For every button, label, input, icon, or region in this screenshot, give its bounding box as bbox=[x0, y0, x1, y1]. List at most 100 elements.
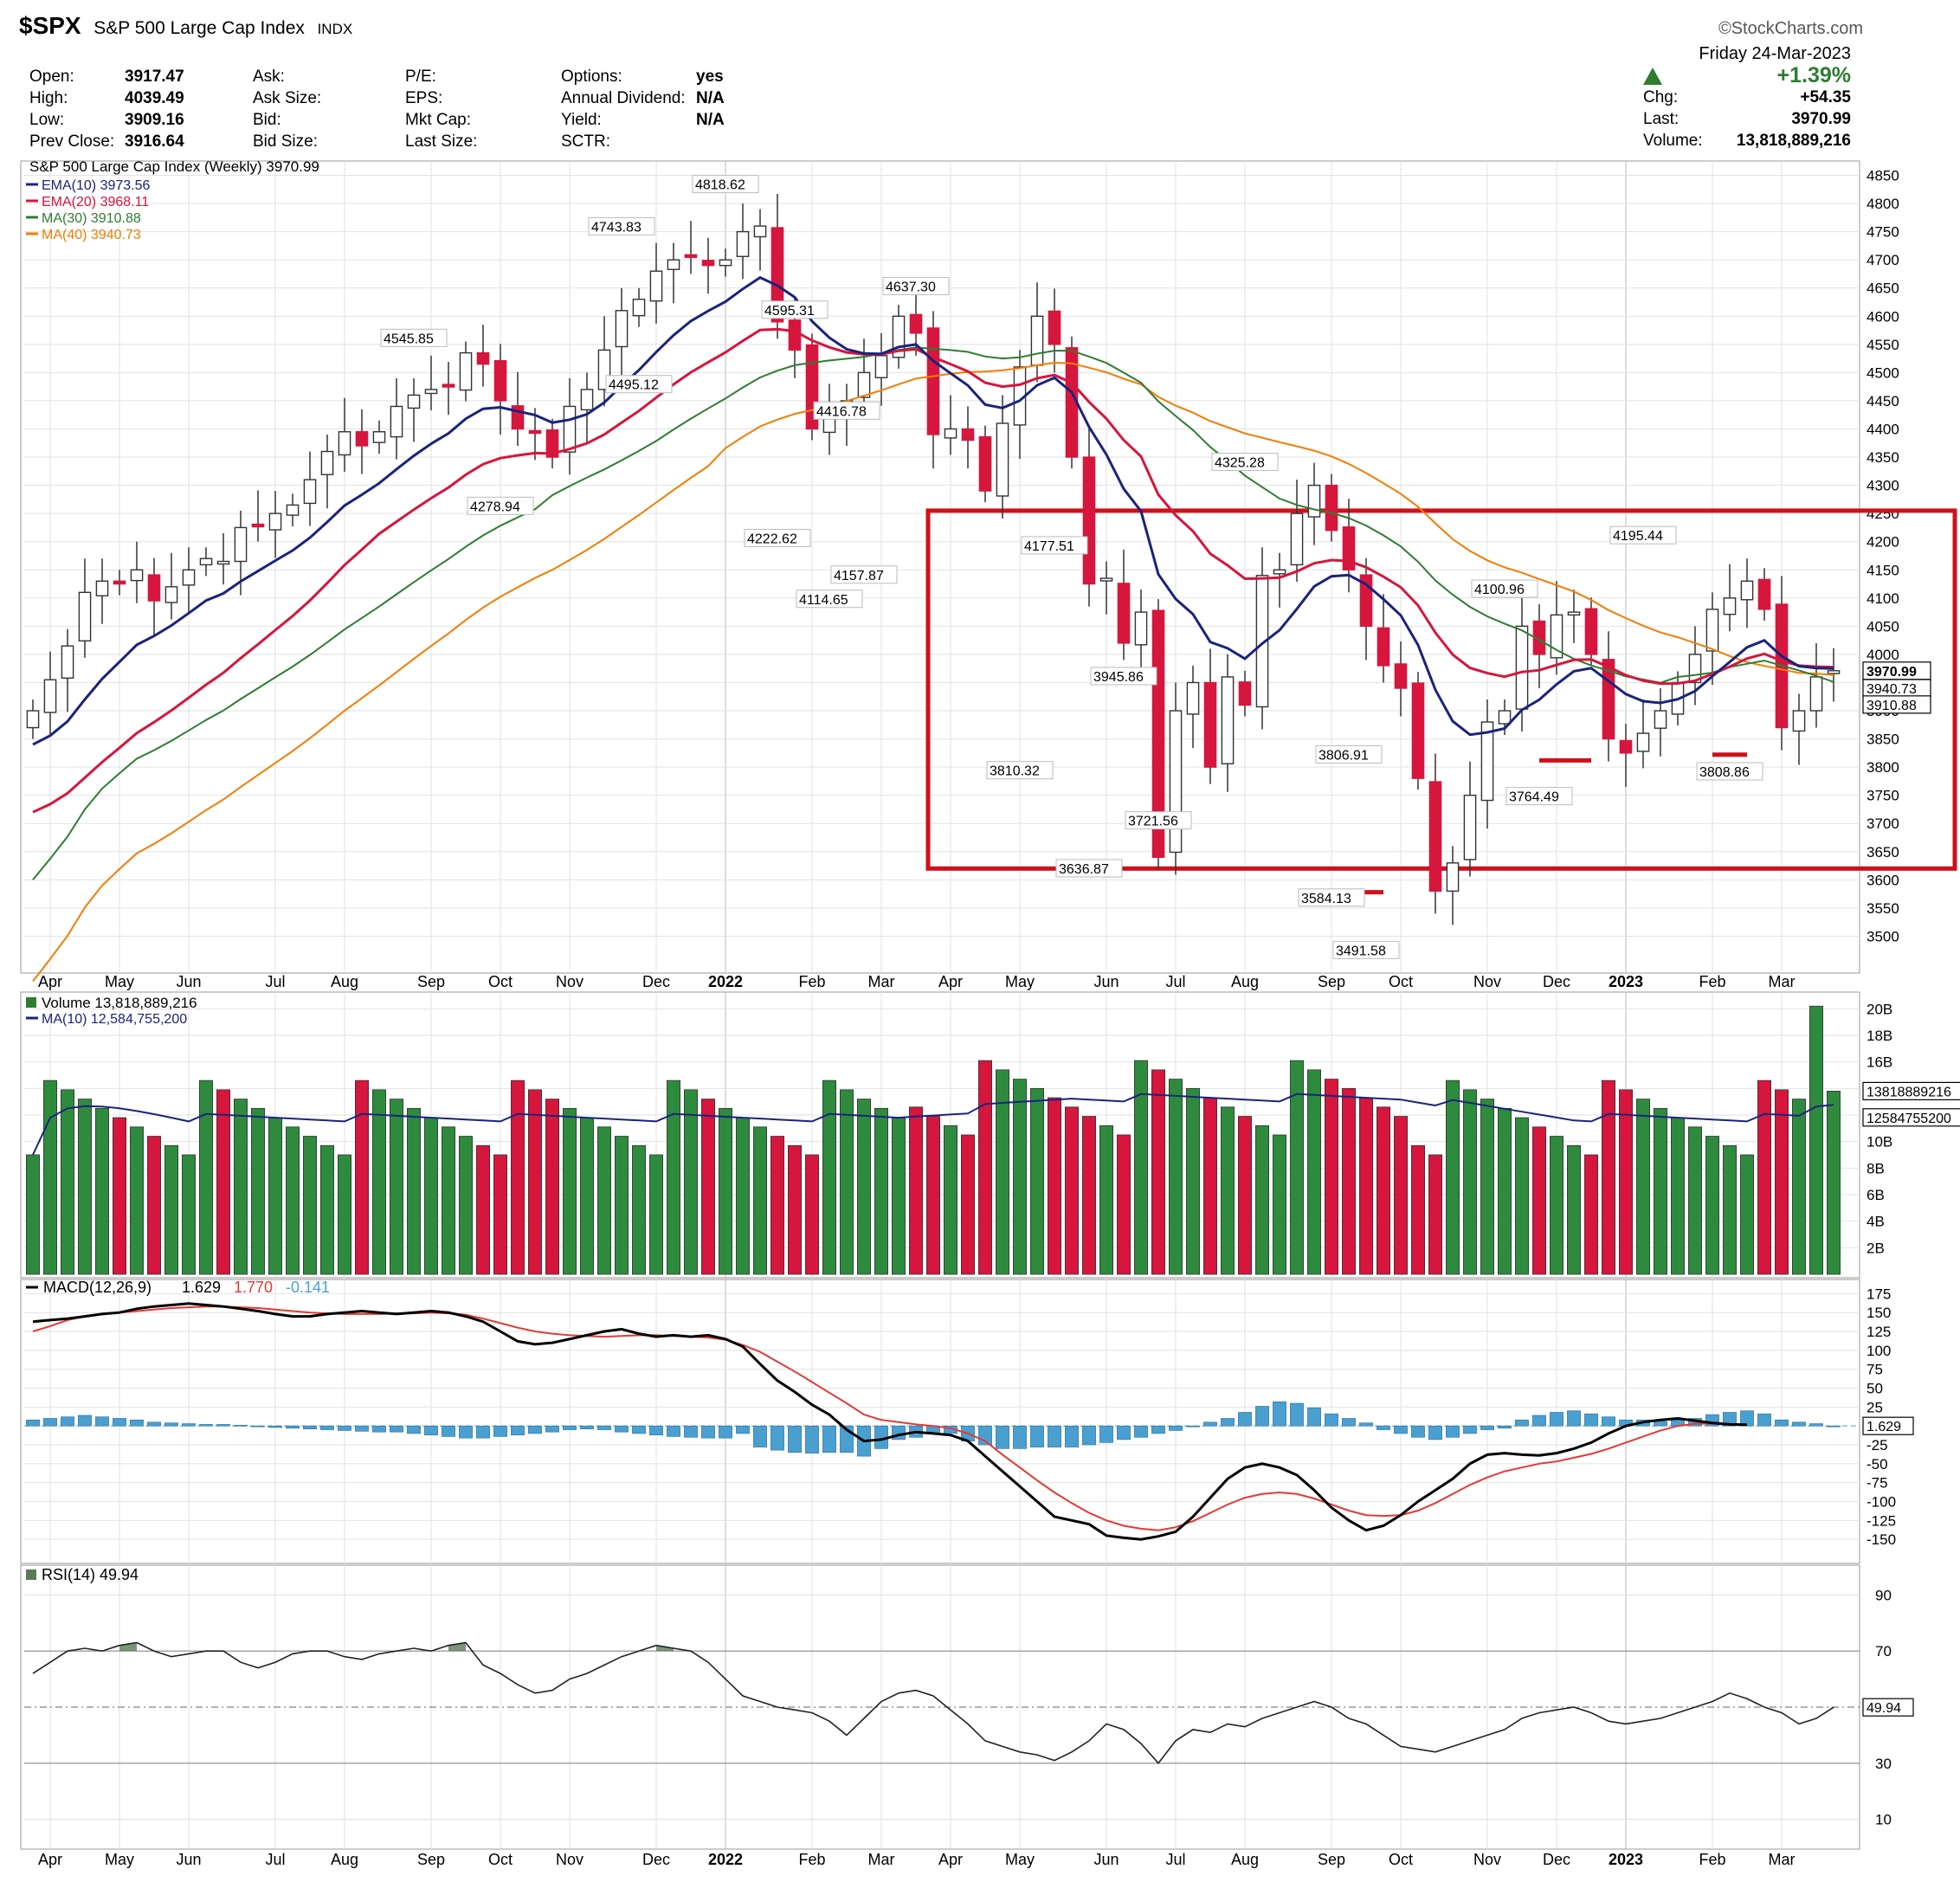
candle-up bbox=[216, 560, 230, 565]
chg-label: Chg: bbox=[1643, 88, 1679, 106]
candle-down bbox=[476, 351, 490, 365]
x-axis-label: Feb bbox=[798, 973, 825, 990]
price-annotation: 3808.86 bbox=[1699, 765, 1750, 780]
macd-histogram-bar bbox=[563, 1425, 577, 1430]
macd-tag-box bbox=[1862, 1416, 1914, 1435]
volume-bar-up bbox=[1550, 1136, 1564, 1275]
macd-histogram-bar bbox=[545, 1425, 559, 1433]
ema10-line bbox=[32, 275, 1834, 746]
volume-bar-up bbox=[597, 1126, 612, 1275]
exchange-label: INDX bbox=[317, 21, 353, 37]
macd-histogram-bar bbox=[303, 1425, 317, 1429]
price-annotation-box bbox=[1609, 525, 1677, 545]
macd-histogram-bar bbox=[493, 1425, 507, 1437]
volume-bar-up bbox=[857, 1099, 872, 1275]
candle-up bbox=[320, 450, 334, 475]
price-annotation: 4195.44 bbox=[1613, 529, 1663, 544]
volume-bar-up bbox=[441, 1126, 455, 1275]
x-axis-label-bottom: May bbox=[105, 1851, 134, 1868]
candle-up bbox=[1827, 670, 1841, 674]
volume-bar-up bbox=[164, 1144, 178, 1275]
volume-bar-up bbox=[1030, 1087, 1045, 1275]
quote-value: yes bbox=[696, 68, 724, 86]
price-panel-frame bbox=[20, 160, 1860, 974]
macd-histogram-bar bbox=[130, 1419, 144, 1427]
candle-up bbox=[1550, 614, 1563, 659]
last-label: Last: bbox=[1643, 110, 1680, 128]
macd-histogram-bar bbox=[1515, 1419, 1529, 1427]
price-annotation-box bbox=[1125, 811, 1192, 830]
quote-label: EPS: bbox=[405, 89, 443, 107]
volume-bar-up bbox=[459, 1136, 474, 1275]
price-annotation: 4416.78 bbox=[816, 404, 867, 419]
volume-bar-down bbox=[354, 1080, 369, 1275]
volume-bar-up bbox=[1186, 1087, 1201, 1275]
macd-histogram-bar bbox=[1602, 1416, 1615, 1427]
candle-down bbox=[1342, 526, 1356, 570]
macd-histogram-bar bbox=[372, 1425, 386, 1433]
rsi-line bbox=[32, 1641, 1834, 1765]
volume-bar-up bbox=[1636, 1099, 1651, 1275]
rsi-icon bbox=[26, 1569, 36, 1580]
volume-bar-down bbox=[1117, 1134, 1132, 1275]
price-tick-label: 4500 bbox=[1867, 364, 1899, 381]
volume-bar-up bbox=[649, 1154, 664, 1275]
macd-tick-label: 50 bbox=[1867, 1381, 1883, 1397]
candle-up bbox=[43, 679, 57, 713]
macd-histogram-bar bbox=[1238, 1412, 1252, 1427]
price-annotation-box bbox=[692, 175, 759, 194]
candle-up bbox=[268, 512, 282, 531]
candle-up bbox=[615, 310, 629, 348]
candle-down bbox=[493, 360, 507, 402]
price-annotation: 4743.83 bbox=[591, 220, 642, 235]
macd-histogram-bar bbox=[1463, 1425, 1477, 1434]
volume-ma-line bbox=[32, 1092, 1834, 1156]
macd-histogram-bar bbox=[43, 1418, 57, 1427]
volume-bar-down bbox=[1342, 1087, 1357, 1275]
quote-col-3: P/E: EPS: Mkt Cap: Last Size: bbox=[405, 66, 477, 152]
macd-histogram-bar bbox=[649, 1425, 663, 1435]
x-axis-label-bottom: Feb bbox=[1699, 1851, 1725, 1868]
x-axis-label: Sep bbox=[417, 973, 445, 990]
price-tick-label: 4000 bbox=[1867, 647, 1899, 663]
x-axis-label: Oct bbox=[488, 973, 513, 990]
brand-logo[interactable]: ©StockCharts.com bbox=[1718, 19, 1863, 38]
macd-histogram-bar bbox=[1099, 1425, 1113, 1443]
macd-histogram-bar bbox=[1030, 1425, 1044, 1447]
x-axis-label-bottom: Mar bbox=[868, 1851, 895, 1868]
candle-up bbox=[874, 355, 888, 378]
macd-tick-label: 150 bbox=[1867, 1305, 1891, 1321]
macd-histogram-bar bbox=[528, 1425, 542, 1434]
macd-histogram-bar bbox=[1550, 1412, 1563, 1427]
price-annotation: 4157.87 bbox=[834, 569, 884, 583]
macd-tick-label: -100 bbox=[1867, 1494, 1896, 1511]
macd-histogram-bar bbox=[1584, 1413, 1598, 1427]
volume-bar-up bbox=[1654, 1107, 1668, 1275]
price-annotation-box bbox=[1315, 744, 1383, 764]
macd-histogram-bar bbox=[615, 1425, 629, 1433]
price-tick-label: 4850 bbox=[1867, 168, 1899, 184]
candle-down bbox=[1377, 627, 1390, 667]
quote-label: Bid: bbox=[253, 111, 281, 129]
ema20-line bbox=[32, 327, 1834, 814]
volume-bar-up bbox=[632, 1144, 647, 1275]
price-legend-entry: MA(40) 3940.73 bbox=[42, 228, 141, 242]
candle-up bbox=[182, 569, 196, 586]
quote-label: Last Size: bbox=[405, 132, 478, 151]
price-tick-label: 4650 bbox=[1867, 280, 1899, 297]
volume-tick-label: 10B bbox=[1867, 1134, 1892, 1150]
candle-up bbox=[1705, 609, 1719, 652]
macd-histogram-bar bbox=[1411, 1425, 1425, 1438]
volume-bar-up bbox=[423, 1117, 438, 1275]
candle-down bbox=[1757, 578, 1771, 610]
macd-histogram-bar bbox=[390, 1425, 403, 1433]
quote-value: 4039.49 bbox=[125, 89, 184, 107]
macd-histogram-bar bbox=[78, 1415, 92, 1427]
rsi-tick-label: 30 bbox=[1875, 1756, 1892, 1772]
quote-label: Bid Size: bbox=[253, 132, 318, 151]
candle-down bbox=[1048, 310, 1061, 345]
macd-histogram-bar bbox=[320, 1425, 334, 1430]
volume-bar-up bbox=[753, 1126, 768, 1275]
volume-tick-label: 6B bbox=[1867, 1187, 1885, 1203]
